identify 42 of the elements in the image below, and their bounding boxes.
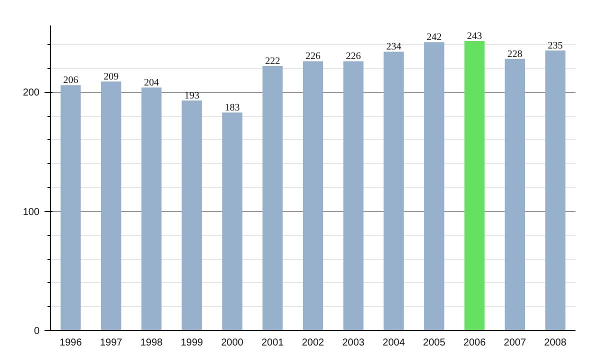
data-label: 242 (426, 32, 442, 44)
x-tick-label: 2007 (504, 338, 526, 348)
data-label: 183 (224, 102, 240, 114)
bar (302, 61, 324, 330)
bar (262, 66, 283, 330)
data-label: 235 (548, 40, 563, 52)
bar (464, 40, 485, 330)
y-tick-label: 100 (22, 206, 40, 218)
x-tick-label: 1996 (60, 338, 82, 348)
x-tick-label: 2002 (302, 338, 325, 348)
bar (343, 61, 364, 330)
x-tick-label: 1998 (140, 338, 164, 348)
y-tick-label: 0 (34, 326, 40, 337)
data-label: 243 (467, 30, 482, 42)
data-label: 222 (265, 56, 280, 68)
bar (182, 100, 202, 330)
x-tick-label: 2008 (544, 338, 567, 348)
bar (545, 50, 566, 330)
data-label: 234 (386, 42, 402, 53)
bar (504, 58, 526, 330)
bar (60, 85, 81, 330)
bar (100, 81, 122, 330)
x-tick-label: 2004 (382, 338, 406, 348)
data-label: 226 (346, 51, 361, 62)
bar (384, 52, 404, 330)
data-label: 209 (104, 71, 119, 82)
bar (141, 87, 162, 330)
data-label: 193 (184, 90, 200, 102)
x-tick-label: 2000 (221, 338, 244, 348)
y-tick-label: 200 (22, 88, 40, 99)
data-label: 206 (63, 75, 78, 86)
bar (424, 42, 444, 330)
bar (222, 112, 242, 330)
data-label: 228 (507, 48, 522, 60)
x-tick-label: 1997 (100, 338, 123, 348)
data-label: 226 (306, 51, 320, 62)
x-tick-label: 2001 (261, 338, 284, 348)
x-tick-label: 2006 (463, 338, 486, 348)
data-label: 204 (144, 77, 159, 88)
x-tick-label: 1999 (180, 338, 204, 348)
x-tick-label: 2005 (423, 338, 446, 348)
x-tick-label: 2003 (342, 338, 365, 348)
